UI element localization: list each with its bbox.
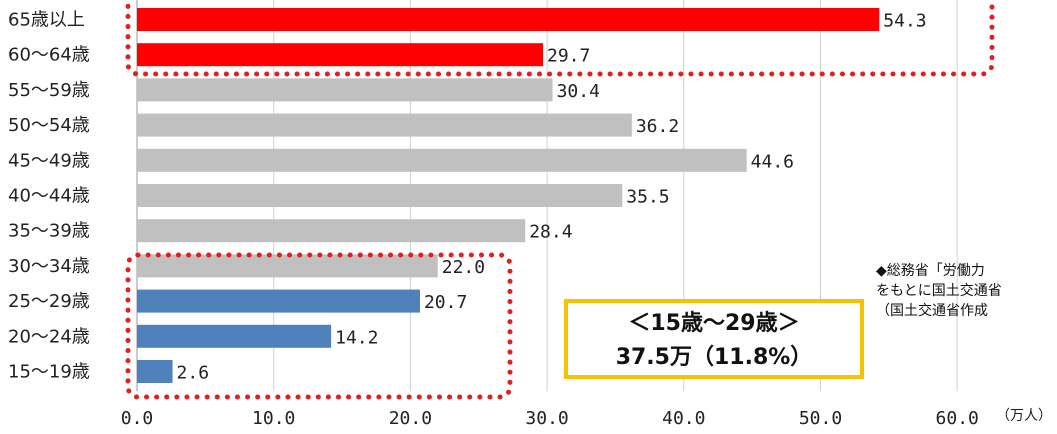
callout-box: ＜15歳～29歳＞ 37.5万（11.8%）	[564, 299, 864, 379]
value-label: 44.6	[751, 151, 794, 172]
category-label: 35～39歳	[8, 221, 90, 242]
category-label: 25～29歳	[8, 291, 90, 312]
value-label: 28.4	[529, 222, 572, 243]
youth-highlight-box	[125, 252, 513, 400]
highlight-boxes	[125, 0, 995, 400]
senior-highlight-box	[125, 0, 995, 77]
value-label: 2.6	[177, 363, 210, 384]
value-label: 30.4	[557, 81, 600, 102]
source-note: ◆総務省「労働力 をもとに国土交通省 （国土交通省作成	[876, 261, 1057, 321]
bar	[137, 360, 173, 383]
value-label: 54.3	[883, 11, 926, 32]
bar	[137, 43, 543, 67]
x-tick-label: 30.0	[525, 408, 568, 429]
x-tick-label: 40.0	[662, 408, 705, 429]
category-label: 40～44歳	[8, 186, 90, 207]
x-tick-label: 60.0	[936, 408, 979, 429]
source-line2: をもとに国土交通省	[876, 283, 1002, 299]
category-label: 30～34歳	[8, 256, 90, 277]
value-label: 22.0	[442, 257, 485, 278]
bar	[137, 324, 332, 348]
value-label: 14.2	[335, 327, 378, 348]
callout-line2: 37.5万（11.8%）	[615, 345, 813, 370]
category-label: 45～49歳	[8, 150, 90, 171]
category-label: 20～24歳	[8, 326, 90, 347]
value-label: 20.7	[424, 292, 467, 313]
bar	[137, 184, 623, 207]
bar	[137, 148, 747, 172]
x-tick-label: 0.0	[121, 408, 154, 429]
x-tick-label: 50.0	[799, 408, 842, 429]
value-label: 35.5	[626, 187, 669, 208]
value-label: 36.2	[636, 116, 679, 137]
source-line1: ◆総務省「労働力	[876, 263, 985, 279]
bar	[137, 78, 553, 102]
source-line3: （国土交通省作成	[876, 303, 988, 319]
bar	[137, 289, 420, 313]
bars	[137, 8, 880, 383]
bar	[137, 254, 438, 278]
value-label: 29.7	[547, 46, 590, 67]
category-labels: 65歳以上 60～64歳 55～59歳 50～54歳 45～49歳 40～44歳 35～39…	[8, 10, 90, 383]
x-tick-labels: 0.0 10.0 20.0 30.0 40.0 50.0 60.0	[121, 408, 979, 429]
category-label: 50～54歳	[8, 115, 90, 136]
category-label: 60～64歳	[8, 45, 90, 66]
bar	[137, 219, 526, 243]
value-labels: 54.3 29.7 30.4 36.2 44.6 35.5 28.4 22.0 20.7 14.2…	[177, 11, 927, 384]
bar	[137, 8, 880, 31]
x-tick-label: 20.0	[389, 408, 432, 429]
category-label: 55～59歳	[8, 80, 90, 101]
bar	[137, 113, 632, 137]
category-label: 65歳以上	[8, 10, 85, 31]
x-unit-label: （万人）	[996, 408, 1052, 424]
x-tick-label: 10.0	[252, 408, 295, 429]
callout-line1: ＜15歳～29歳＞	[628, 311, 800, 336]
category-label: 15～19歳	[8, 362, 90, 383]
